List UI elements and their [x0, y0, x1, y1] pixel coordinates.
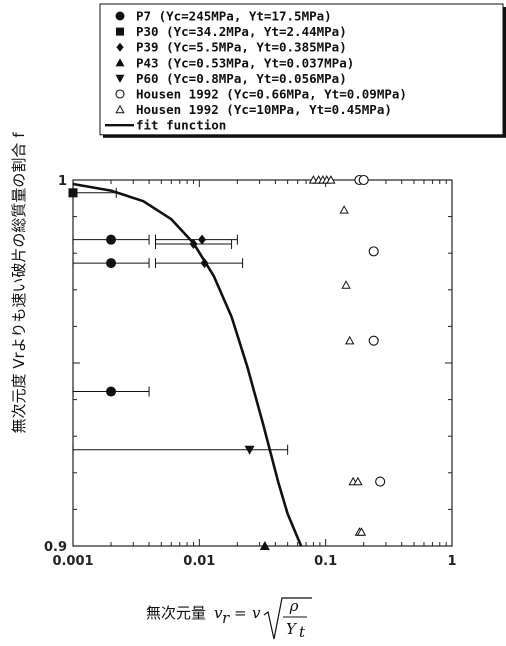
x-axis-label-lhs: v — [214, 604, 223, 622]
legend-label-0: P7 (Yc=245MPa, Yt=17.5MPa) — [136, 9, 332, 24]
axis-ticks: 0.001 0.01 0.1 1 0.9 1 — [44, 174, 457, 569]
x-axis-label-numerator: ρ — [289, 597, 299, 615]
legend-label-1: P30 (Yc=34.2MPa, Yt=2.44MPa) — [136, 24, 347, 39]
point-series-3-0 — [259, 541, 270, 550]
point-series-5-3 — [368, 335, 379, 346]
point-series-2-2 — [200, 258, 209, 269]
point-series-6-4 — [326, 175, 336, 184]
legend-label-6: Housen 1992 (Yc=10MPa, Yt=0.45MPa) — [136, 102, 392, 117]
legend-marker-2 — [116, 42, 124, 52]
point-series-6-6 — [341, 280, 351, 289]
legend-label-3: P43 (Yc=0.53MPa, Yt=0.037MPa) — [136, 55, 354, 70]
y-tick-label-1: 1 — [58, 174, 67, 189]
point-series-6-11 — [356, 527, 367, 536]
legend-box — [99, 3, 504, 136]
point-series-5-4 — [375, 476, 386, 487]
point-series-0-0 — [106, 234, 117, 245]
point-series-6-7 — [345, 335, 355, 345]
x-axis-label: 無次元量 v r = v ρY t — [146, 597, 312, 641]
legend-label-2: P39 (Yc=5.5MPa, Yt=0.385MPa) — [136, 40, 347, 55]
legend-marker-6 — [115, 104, 125, 114]
legend-label-5: Housen 1992 (Yc=0.66MPa, Yt=0.09MPa) — [136, 87, 407, 102]
x-axis-label-denominator-sub: t — [299, 623, 306, 641]
fit-function-line — [72, 182, 303, 547]
plot-area-border — [72, 179, 453, 547]
x-axis-label-equals: = — [234, 604, 247, 622]
legend-label-4: P60 (Yc=0.8MPa, Yt=0.056MPa) — [136, 71, 347, 86]
point-series-0-1 — [106, 258, 117, 269]
x-axis-label-v: v — [252, 604, 261, 622]
y-axis-label: 無次元度 Vrよりも速い破片の総質量の割合 f — [10, 132, 28, 434]
legend-marker-5 — [115, 89, 125, 99]
data-markers — [68, 174, 386, 550]
legend: P7 (Yc=245MPa, Yt=17.5MPa)P30 (Yc=34.2MP… — [99, 3, 506, 138]
legend-marker-3 — [115, 58, 125, 67]
fit-layer — [72, 182, 303, 547]
x-axis-label-denominator: Y — [286, 620, 298, 638]
point-series-5-2 — [368, 246, 379, 257]
point-series-2-0 — [198, 234, 207, 245]
legend-marker-4 — [115, 74, 125, 83]
x-tick-label-1: 1 — [447, 554, 456, 569]
x-tick-label-0-1: 0.1 — [314, 554, 337, 569]
x-axis-label-lhs-sub: r — [222, 609, 230, 627]
point-series-0-2 — [106, 386, 117, 397]
point-series-5-1 — [358, 174, 369, 186]
legend-marker-1 — [116, 27, 124, 36]
point-series-6-5 — [339, 205, 349, 214]
y-tick-label-0-9: 0.9 — [44, 540, 67, 555]
x-axis-label-sqrt — [263, 597, 312, 640]
x-tick-label-0-01: 0.01 — [183, 554, 215, 569]
point-series-1-0 — [68, 188, 78, 198]
point-series-6-9 — [353, 476, 363, 486]
legend-marker-0 — [115, 11, 125, 21]
point-series-2-1 — [189, 239, 198, 250]
plot-frame — [72, 179, 453, 547]
y-axis-label-group: 無次元度 Vrよりも速い破片の総質量の割合 f — [10, 132, 28, 434]
x-axis-label-prefix: 無次元量 — [146, 604, 206, 622]
legend-label-fit: fit function — [136, 118, 226, 133]
point-series-4-0 — [244, 445, 255, 455]
x-tick-label-0-001: 0.001 — [52, 554, 93, 569]
